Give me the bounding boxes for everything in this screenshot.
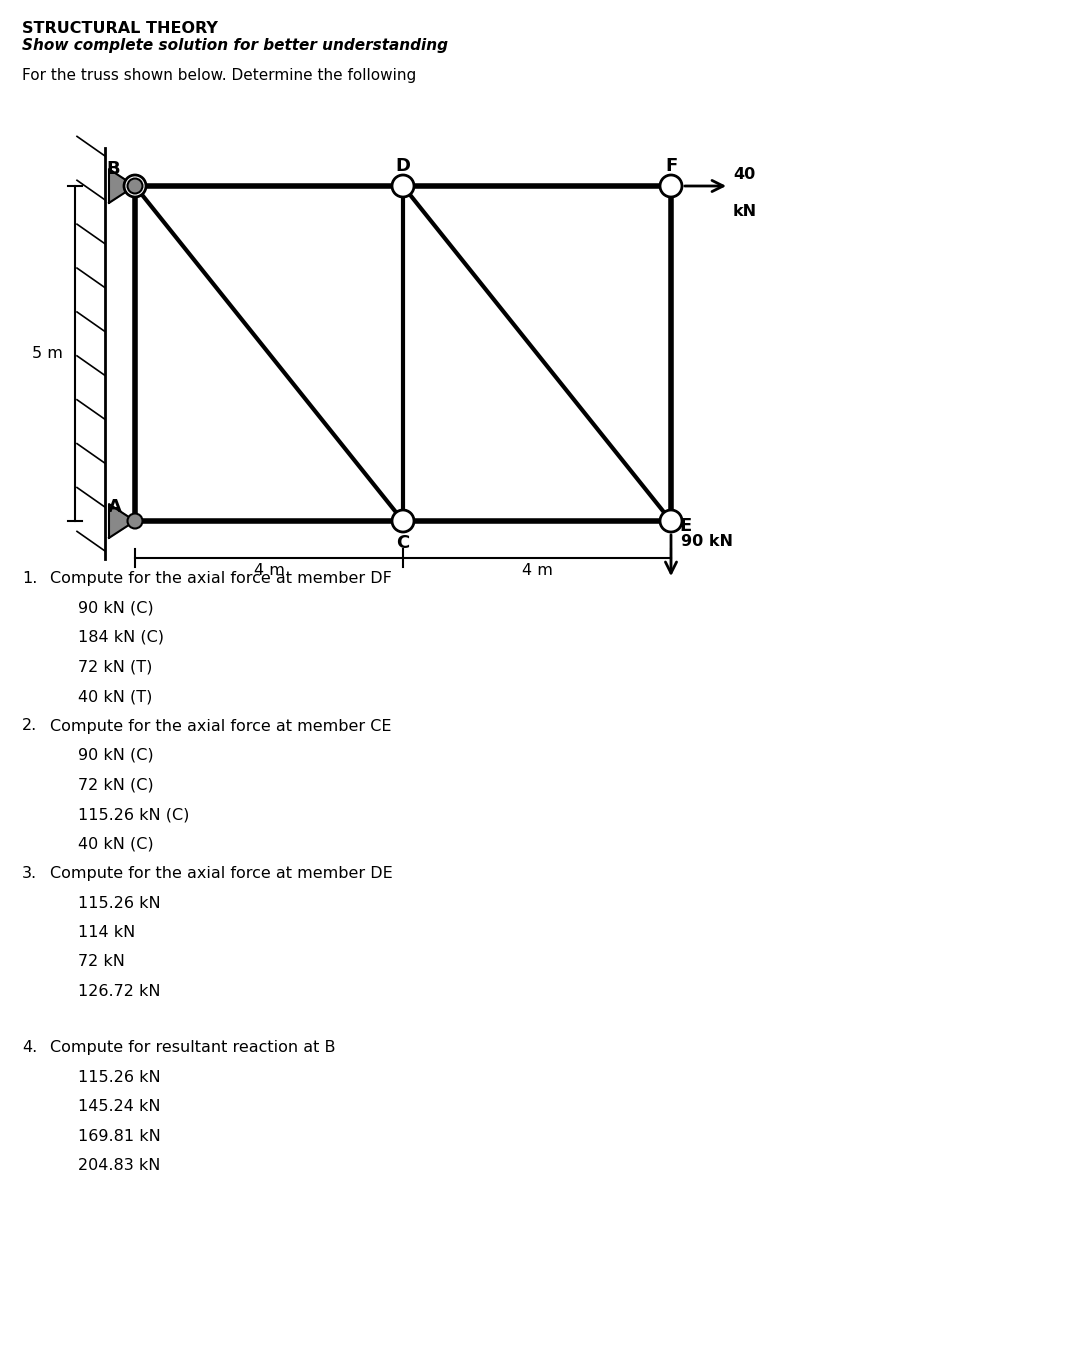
Text: 126.72 kN: 126.72 kN (78, 984, 161, 999)
Polygon shape (109, 170, 135, 203)
Text: D: D (396, 157, 410, 175)
Text: C: C (396, 534, 410, 552)
Text: 5 m: 5 m (32, 346, 63, 361)
Text: 4 m: 4 m (254, 563, 285, 578)
Text: Compute for the axial force at member DE: Compute for the axial force at member DE (50, 866, 393, 881)
Circle shape (392, 510, 414, 532)
Text: 90 kN: 90 kN (681, 533, 733, 548)
Text: 40 kN (C): 40 kN (C) (78, 837, 153, 852)
Text: 2.: 2. (22, 719, 38, 734)
Text: 1.: 1. (22, 571, 38, 586)
Text: 114 kN: 114 kN (78, 925, 135, 940)
Text: Compute for resultant reaction at B: Compute for resultant reaction at B (50, 1040, 336, 1055)
Circle shape (127, 514, 142, 529)
Text: kN: kN (733, 203, 757, 220)
Text: 72 kN: 72 kN (78, 955, 125, 970)
Text: A: A (108, 498, 122, 517)
Text: 169.81 kN: 169.81 kN (78, 1128, 161, 1143)
Text: 3.: 3. (22, 866, 37, 881)
Circle shape (660, 510, 682, 532)
Text: Show complete solution for better understanding: Show complete solution for better unders… (22, 38, 448, 53)
Circle shape (392, 175, 414, 197)
Text: 145.24 kN: 145.24 kN (78, 1100, 161, 1115)
Text: E: E (679, 517, 692, 536)
Text: Compute for the axial force at member DF: Compute for the axial force at member DF (50, 571, 392, 586)
Text: F: F (665, 157, 678, 175)
Text: 115.26 kN: 115.26 kN (78, 895, 161, 910)
Text: 115.26 kN: 115.26 kN (78, 1070, 161, 1085)
Circle shape (124, 175, 146, 197)
Text: 40 kN (T): 40 kN (T) (78, 689, 152, 704)
Text: 90 kN (C): 90 kN (C) (78, 749, 153, 763)
Text: 204.83 kN: 204.83 kN (78, 1158, 161, 1173)
Text: Compute for the axial force at member CE: Compute for the axial force at member CE (50, 719, 392, 734)
Text: 72 kN (T): 72 kN (T) (78, 659, 152, 674)
Text: B: B (106, 160, 120, 178)
Text: 184 kN (C): 184 kN (C) (78, 631, 164, 645)
Circle shape (660, 175, 682, 197)
Text: 40: 40 (733, 167, 755, 182)
Text: 4 m: 4 m (521, 563, 552, 578)
Text: For the truss shown below. Determine the following: For the truss shown below. Determine the… (22, 68, 416, 83)
Text: 72 kN (C): 72 kN (C) (78, 777, 153, 792)
Text: 115.26 kN (C): 115.26 kN (C) (78, 807, 190, 822)
Circle shape (127, 179, 142, 194)
Text: 4.: 4. (22, 1040, 38, 1055)
Text: 90 kN (C): 90 kN (C) (78, 601, 153, 616)
Text: STRUCTURAL THEORY: STRUCTURAL THEORY (22, 20, 218, 37)
Polygon shape (109, 504, 135, 538)
